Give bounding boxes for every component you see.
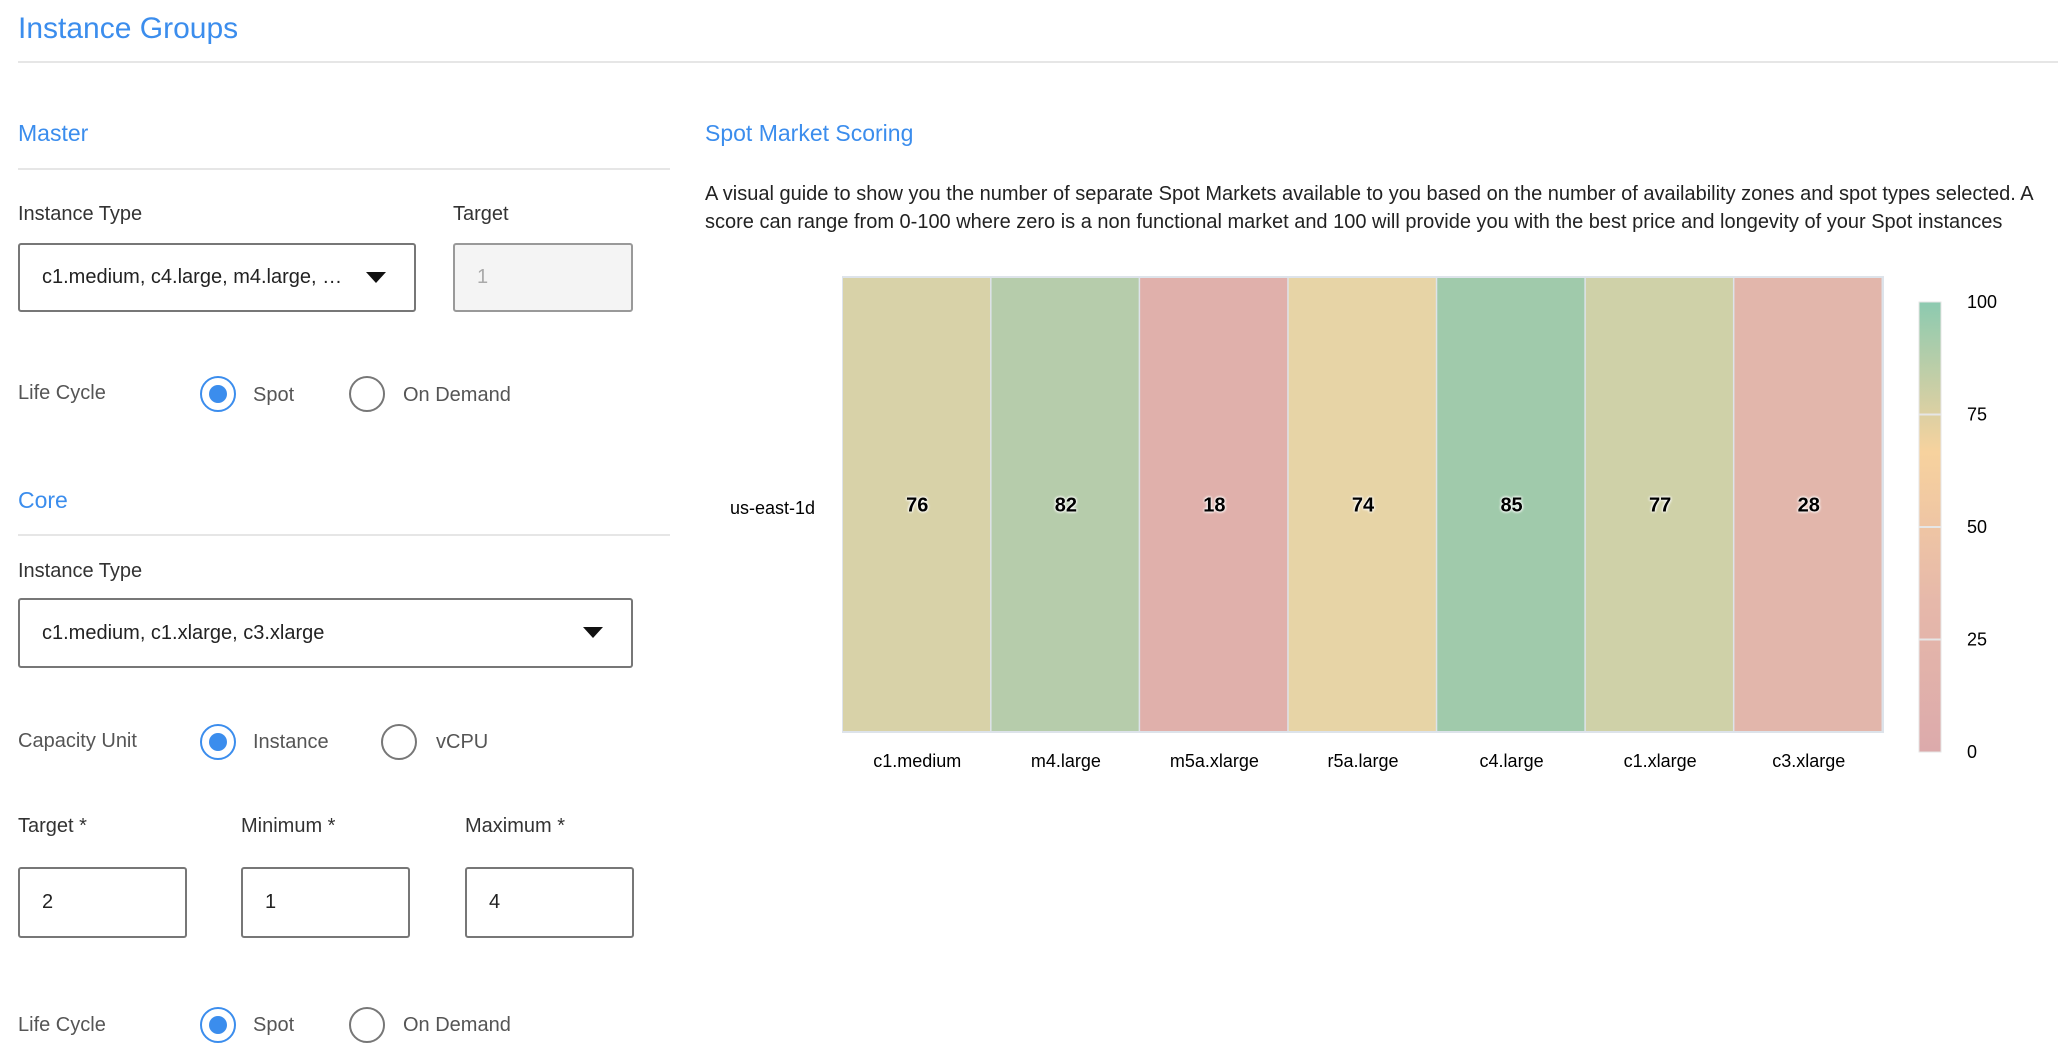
select-value: c1.medium, c1.xlarge, c3.xlarge xyxy=(42,621,325,644)
x-tick-label: m4.large xyxy=(1031,751,1101,771)
master-heading: Master xyxy=(18,120,89,146)
divider xyxy=(18,534,670,536)
core-minimum-label: Minimum * xyxy=(241,815,336,837)
core-heading: Core xyxy=(18,487,68,513)
core-instance-type-label: Instance Type xyxy=(18,560,143,582)
x-tick-label: r5a.large xyxy=(1327,751,1398,771)
heatmap-cell[interactable] xyxy=(991,278,1139,731)
colorbar-tick-label: 0 xyxy=(1967,742,1977,762)
colorbar-tick-label: 25 xyxy=(1967,630,1987,650)
radio-label: On Demand xyxy=(403,1014,511,1036)
x-tick-label: c3.xlarge xyxy=(1772,751,1845,771)
core-instance-type-select[interactable]: c1.medium, c1.xlarge, c3.xlarge xyxy=(18,598,633,668)
cell-value-label: 85 xyxy=(1500,495,1522,517)
colorbar-tick-label: 50 xyxy=(1967,517,1987,537)
core-target-label: Target * xyxy=(18,815,87,837)
radio-label: On Demand xyxy=(403,384,511,406)
core-minimum-input[interactable]: 1 xyxy=(241,867,410,938)
x-tick-label: c1.medium xyxy=(873,751,961,771)
heatmap-cell[interactable] xyxy=(1585,278,1733,731)
radio-label: Spot xyxy=(253,1014,295,1036)
heatmap-cell[interactable] xyxy=(1288,278,1436,731)
master-target-input[interactable]: 1 xyxy=(453,243,633,312)
heatmap-cell[interactable] xyxy=(1437,278,1585,731)
heatmap-cell[interactable] xyxy=(1734,278,1882,731)
caret-down-icon xyxy=(366,271,386,283)
instance-radio[interactable] xyxy=(200,724,236,760)
cell-value-label: 76 xyxy=(906,495,928,517)
core-on-demand-radio[interactable] xyxy=(349,1007,385,1043)
spot-market-heading: Spot Market Scoring xyxy=(705,120,914,146)
master-life-cycle-label: Life Cycle xyxy=(18,382,106,404)
heatmap-cell[interactable] xyxy=(843,278,991,731)
cell-value-label: 18 xyxy=(1203,495,1225,517)
core-life-cycle-label: Life Cycle xyxy=(18,1014,106,1036)
cell-value-label: 77 xyxy=(1649,495,1671,517)
radio-label: Instance xyxy=(253,731,329,753)
master-spot-radio[interactable] xyxy=(200,376,236,412)
capacity-unit-label: Capacity Unit xyxy=(18,730,137,752)
x-tick-label: m5a.xlarge xyxy=(1170,751,1259,771)
cell-value-label: 74 xyxy=(1352,495,1375,517)
spot-market-description: A visual guide to show you the number of… xyxy=(705,183,2033,233)
x-tick-label: c4.large xyxy=(1480,751,1544,771)
input-value: 1 xyxy=(477,266,489,288)
core-maximum-input[interactable]: 4 xyxy=(465,867,634,938)
master-target-label: Target xyxy=(453,203,509,225)
colorbar-tick-label: 100 xyxy=(1967,292,1997,312)
y-tick-label: us-east-1d xyxy=(730,498,815,518)
divider xyxy=(18,168,670,170)
core-target-input[interactable]: 2 xyxy=(18,867,187,938)
cell-value-label: 28 xyxy=(1798,495,1820,517)
input-value: 1 xyxy=(265,891,277,913)
divider xyxy=(18,61,2058,63)
core-maximum-label: Maximum * xyxy=(465,815,566,837)
master-instance-type-label: Instance Type xyxy=(18,203,143,225)
caret-down-icon xyxy=(583,627,603,638)
input-value: 2 xyxy=(42,891,54,913)
cell-value-label: 82 xyxy=(1055,495,1077,517)
master-instance-type-select[interactable]: c1.medium, c4.large, m4.large, … xyxy=(18,243,416,312)
colorbar-tick-label: 75 xyxy=(1967,405,1987,425)
x-tick-label: c1.xlarge xyxy=(1624,751,1697,771)
radio-label: vCPU xyxy=(436,731,489,753)
page-title: Instance Groups xyxy=(18,12,239,45)
master-on-demand-radio[interactable] xyxy=(349,376,385,412)
core-spot-radio[interactable] xyxy=(200,1007,236,1043)
heatmap-cell[interactable] xyxy=(1140,278,1288,731)
select-value: c1.medium, c4.large, m4.large, … xyxy=(42,266,343,288)
input-value: 4 xyxy=(489,891,501,913)
radio-label: Spot xyxy=(253,384,295,406)
vcpu-radio[interactable] xyxy=(381,724,417,760)
